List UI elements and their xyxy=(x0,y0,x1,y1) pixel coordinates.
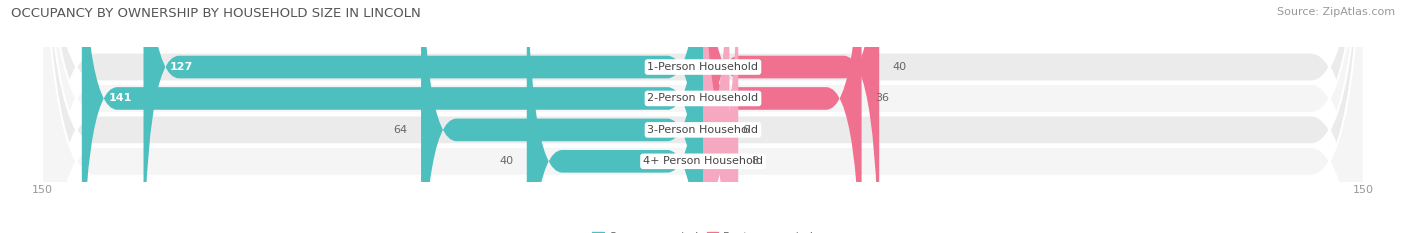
FancyBboxPatch shape xyxy=(82,0,703,233)
Text: 4+ Person Household: 4+ Person Household xyxy=(643,156,763,166)
Text: 3-Person Household: 3-Person Household xyxy=(648,125,758,135)
Text: OCCUPANCY BY OWNERSHIP BY HOUSEHOLD SIZE IN LINCOLN: OCCUPANCY BY OWNERSHIP BY HOUSEHOLD SIZE… xyxy=(11,7,420,20)
FancyBboxPatch shape xyxy=(703,0,879,233)
Text: 141: 141 xyxy=(108,93,132,103)
Text: 40: 40 xyxy=(499,156,513,166)
Text: 64: 64 xyxy=(394,125,408,135)
FancyBboxPatch shape xyxy=(42,0,1364,233)
FancyBboxPatch shape xyxy=(420,0,703,233)
FancyBboxPatch shape xyxy=(703,0,738,233)
Text: 127: 127 xyxy=(170,62,193,72)
Text: 2-Person Household: 2-Person Household xyxy=(647,93,759,103)
Text: 1-Person Household: 1-Person Household xyxy=(648,62,758,72)
FancyBboxPatch shape xyxy=(703,0,862,233)
Text: 40: 40 xyxy=(893,62,907,72)
FancyBboxPatch shape xyxy=(143,0,703,233)
FancyBboxPatch shape xyxy=(42,0,1364,233)
Legend: Owner-occupied, Renter-occupied: Owner-occupied, Renter-occupied xyxy=(588,227,818,233)
FancyBboxPatch shape xyxy=(42,0,1364,233)
Text: 36: 36 xyxy=(875,93,889,103)
FancyBboxPatch shape xyxy=(42,0,1364,233)
FancyBboxPatch shape xyxy=(527,0,703,233)
FancyBboxPatch shape xyxy=(695,0,738,233)
Text: 6: 6 xyxy=(742,125,749,135)
Text: 8: 8 xyxy=(751,156,759,166)
Text: Source: ZipAtlas.com: Source: ZipAtlas.com xyxy=(1277,7,1395,17)
